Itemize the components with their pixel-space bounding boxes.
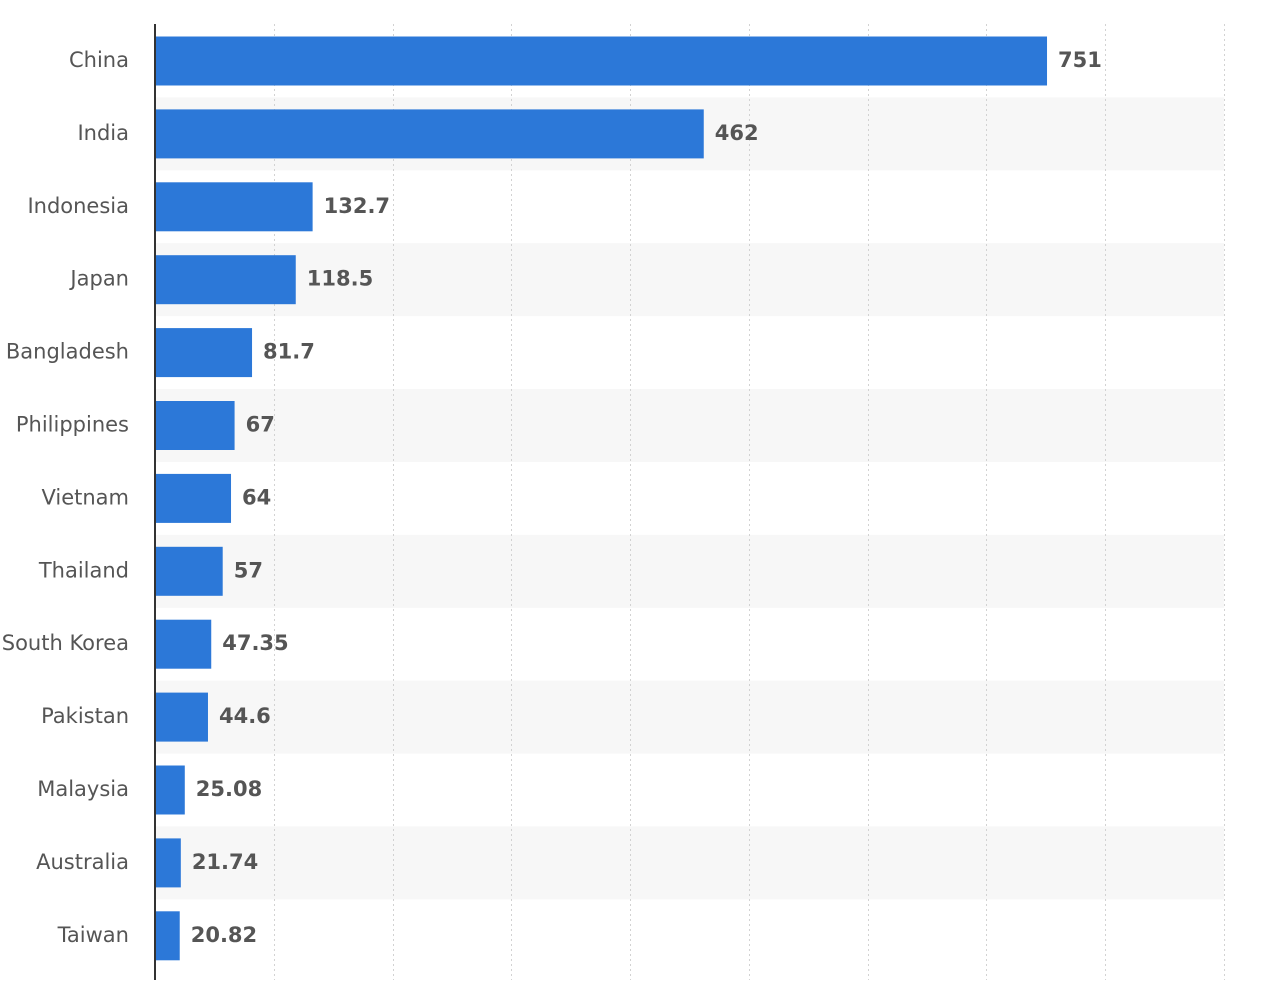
value-label-bangladesh: 81.7 <box>263 340 315 364</box>
value-label-india: 462 <box>715 121 759 145</box>
row-band-australia <box>155 826 1224 900</box>
gridlines <box>274 24 1225 980</box>
category-label-south-korea: South Korea <box>2 631 129 655</box>
category-label-bangladesh: Bangladesh <box>6 340 129 364</box>
bar-malaysia[interactable] <box>155 765 185 815</box>
value-label-japan: 118.5 <box>307 267 373 291</box>
row-band-japan <box>155 243 1224 317</box>
category-label-thailand: Thailand <box>38 558 129 582</box>
value-label-indonesia: 132.7 <box>324 194 390 218</box>
bar-bangladesh[interactable] <box>155 328 253 378</box>
bar-vietnam[interactable] <box>155 473 232 523</box>
value-label-south-korea: 47.35 <box>222 631 288 655</box>
category-label-malaysia: Malaysia <box>37 777 129 801</box>
value-label-malaysia: 25.08 <box>196 777 262 801</box>
value-label-philippines: 67 <box>246 413 275 437</box>
row-band-philippines <box>155 389 1224 462</box>
value-label-china: 751 <box>1058 48 1102 72</box>
category-label-japan: Japan <box>68 267 129 291</box>
category-label-australia: Australia <box>36 850 129 874</box>
bar-australia[interactable] <box>155 838 181 888</box>
category-label-taiwan: Taiwan <box>57 923 129 947</box>
value-label-taiwan: 20.82 <box>191 923 257 947</box>
value-label-thailand: 57 <box>234 558 263 582</box>
category-label-philippines: Philippines <box>16 413 129 437</box>
category-labels: China India Indonesia Japan Bangladesh Philip… <box>2 48 129 947</box>
bar-japan[interactable] <box>155 255 296 305</box>
bar-taiwan[interactable] <box>155 911 180 961</box>
row-band-pakistan <box>155 680 1224 754</box>
value-label-pakistan: 44.6 <box>219 704 271 728</box>
category-label-india: India <box>77 121 129 145</box>
bar-south-korea[interactable] <box>155 619 212 669</box>
bar-indonesia[interactable] <box>155 182 313 232</box>
value-label-vietnam: 64 <box>242 485 271 509</box>
category-label-vietnam: Vietnam <box>41 485 129 509</box>
value-label-australia: 21.74 <box>192 850 258 874</box>
bar-china[interactable] <box>155 36 1048 86</box>
row-band-thailand <box>155 534 1224 608</box>
bar-thailand[interactable] <box>155 546 223 596</box>
row-bands <box>155 97 1224 900</box>
category-label-indonesia: Indonesia <box>27 194 129 218</box>
bars <box>155 36 1048 961</box>
bar-philippines[interactable] <box>155 401 235 450</box>
bar-india[interactable] <box>155 109 704 159</box>
category-label-pakistan: Pakistan <box>41 704 129 728</box>
category-label-china: China <box>69 48 129 72</box>
bar-pakistan[interactable] <box>155 692 208 742</box>
value-labels: 751 462 132.7 118.5 81.7 67 64 57 47.35 44.6 25.08… <box>191 48 1102 947</box>
